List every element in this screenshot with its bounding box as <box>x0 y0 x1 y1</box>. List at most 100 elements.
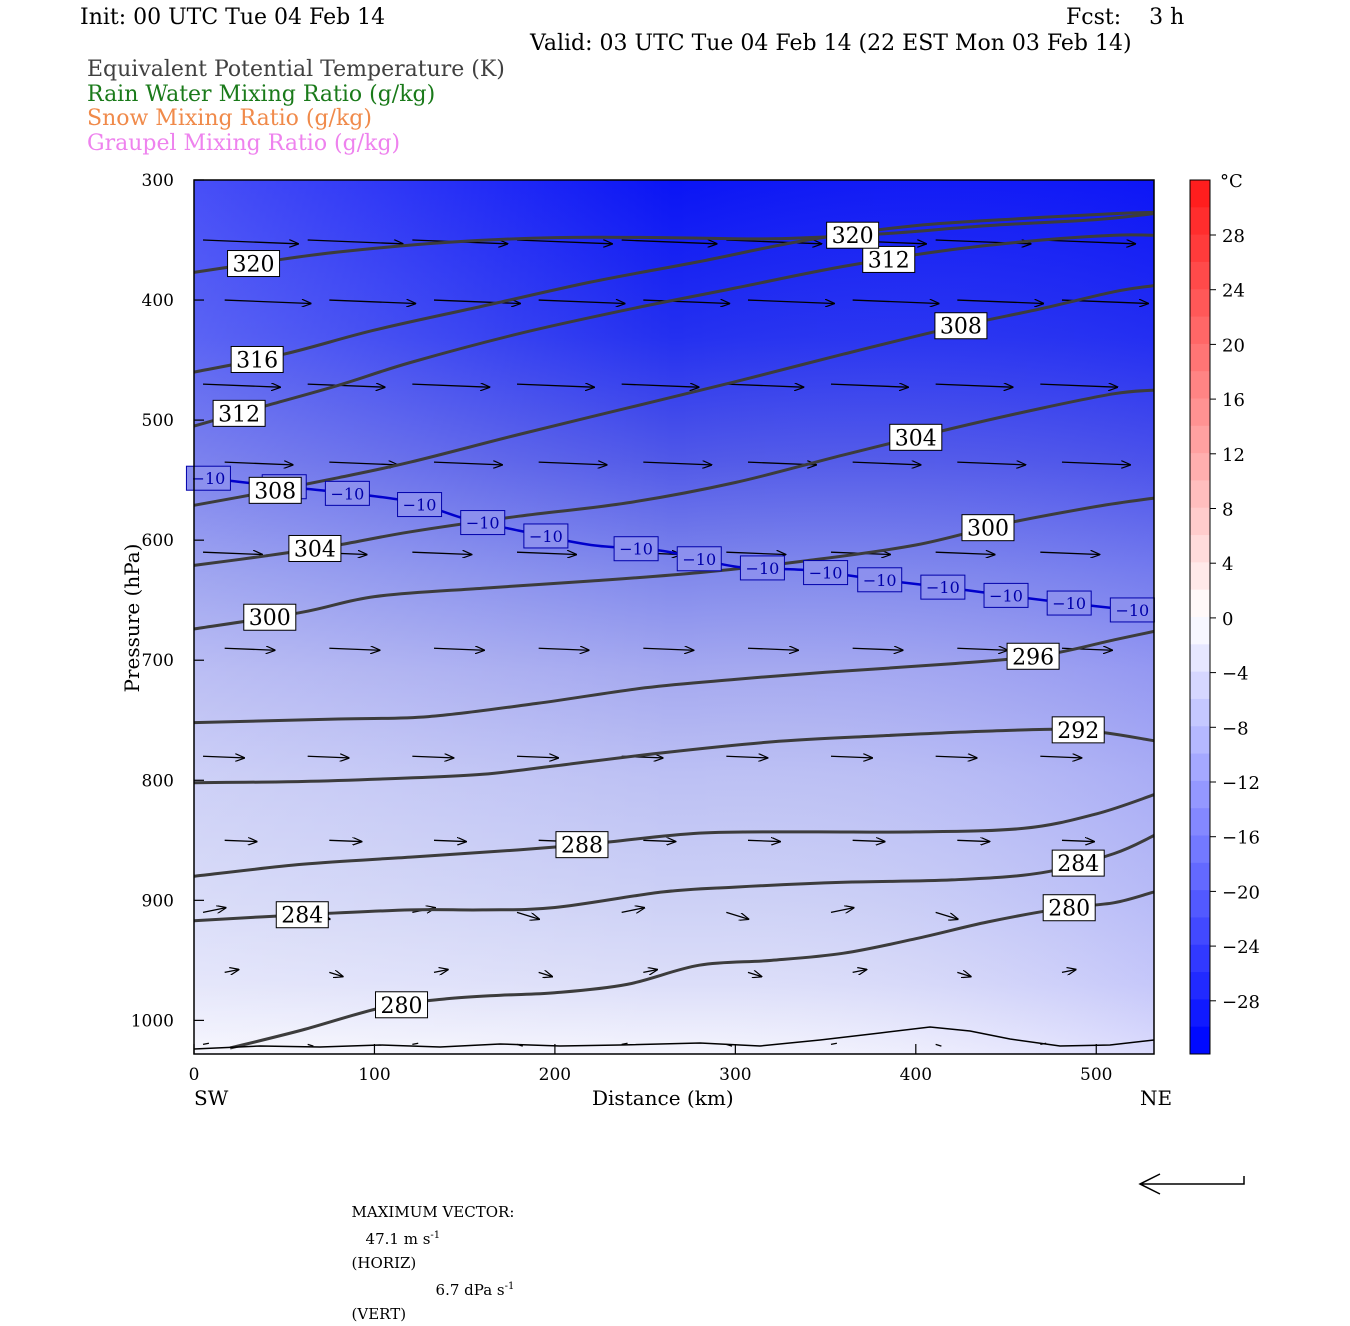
temp-label: −10 <box>466 514 500 533</box>
wind-vector <box>202 1042 210 1046</box>
temp-label-box <box>613 536 659 562</box>
contour-label-box <box>889 423 943 451</box>
temp-label: −10 <box>746 559 780 578</box>
contour-label-box <box>934 312 988 340</box>
terrain-line <box>193 1026 1155 1050</box>
contour-label-300: 300 <box>967 517 1009 542</box>
theta-e-contour-312 <box>193 233 1155 428</box>
colorbar-bin <box>1190 999 1210 1028</box>
colorbar-bin <box>1190 780 1210 809</box>
colorbar-bin <box>1190 371 1210 399</box>
cross-section-chart: −10 −10 −10 −10 −10 −10 −10 −10 −10 −10 −10 −10 −10 −… <box>131 171 1260 1195</box>
wind-vector <box>516 384 594 387</box>
wind-vector <box>621 384 699 387</box>
contour-label-box <box>1051 849 1105 877</box>
wind-vector <box>538 462 607 465</box>
contour-label-320: 320 <box>233 253 275 278</box>
contour-label-288: 288 <box>561 834 603 859</box>
x-tick-label: 0 <box>189 1065 200 1085</box>
contour-label-312: 312 <box>218 402 260 427</box>
wind-vector <box>307 239 403 244</box>
contour-label-280: 280 <box>381 994 423 1019</box>
contour-label-box <box>243 603 297 631</box>
temp-label-box <box>803 560 849 586</box>
colorbar-bin <box>1190 617 1210 645</box>
wind-vector <box>852 970 867 973</box>
colorbar-bin <box>1190 1026 1210 1055</box>
wind-vector <box>830 756 872 758</box>
theta-e-contour-288 <box>193 793 1155 878</box>
contour-label-box <box>248 476 302 504</box>
colorbar-bin <box>1190 316 1210 345</box>
wind-vector <box>412 384 489 387</box>
colorbar-bin <box>1190 480 1210 509</box>
colorbar-tick-label: 4 <box>1222 554 1233 575</box>
contour-label-box <box>227 250 281 278</box>
y-axis-label: Pressure (hPa) <box>120 543 144 693</box>
contour-label-box <box>275 901 329 929</box>
wind-vector <box>1061 840 1094 841</box>
wind-vector <box>538 972 552 976</box>
max-vector-horiz-tail: (HORIZ) <box>351 1254 417 1272</box>
temp-label: −10 <box>1115 601 1149 620</box>
colorbar-tick-label: −28 <box>1222 992 1260 1013</box>
colorbar-bin <box>1190 835 1210 864</box>
x-tick-label: 200 <box>539 1065 571 1085</box>
wind-vector <box>1040 239 1135 244</box>
colorbar-tick-label: 8 <box>1222 500 1233 521</box>
wind-vector <box>935 552 995 554</box>
temp-label-box <box>523 523 569 549</box>
temp-label-box <box>1046 590 1092 616</box>
x-tick-label: 400 <box>900 1065 932 1085</box>
temp-label: −10 <box>863 571 897 590</box>
max-vector-horiz-exp: -1 <box>430 1230 441 1241</box>
wind-vector <box>329 840 361 841</box>
temp-label: −10 <box>989 586 1023 605</box>
temp-label: −10 <box>1052 594 1086 613</box>
wind-vector <box>224 840 257 841</box>
wind-vector <box>1040 384 1117 387</box>
temp-label: −10 <box>331 484 365 503</box>
wind-vector <box>726 384 803 387</box>
contour-label-box <box>961 514 1015 542</box>
wind-vector <box>433 648 484 650</box>
wind-vector <box>224 970 239 973</box>
reference-vector-arrow <box>1138 1173 1245 1195</box>
wind-vector <box>516 239 612 244</box>
wind-vector <box>329 462 397 465</box>
y-tick-label: 700 <box>142 651 174 671</box>
contour-label-308: 308 <box>254 479 296 504</box>
colorbar-bin <box>1190 207 1210 236</box>
wind-vector <box>412 756 453 758</box>
contour-label-284: 284 <box>281 904 323 929</box>
wind-vector <box>957 300 1043 303</box>
colorbar-tick-label: 28 <box>1222 226 1245 247</box>
max-vector-prefix: MAXIMUM VECTOR: <box>351 1203 515 1221</box>
theta-e-contour-320 <box>193 212 1155 274</box>
wind-vector <box>643 462 711 465</box>
contour-label-300: 300 <box>249 606 291 631</box>
forecast-hour: Fcst: 3 h <box>1066 5 1185 30</box>
colorbar-tick-label: −8 <box>1222 718 1249 739</box>
contour-label-280: 280 <box>1048 897 1090 922</box>
wind-vector <box>957 840 989 841</box>
temp-label: −10 <box>403 496 437 515</box>
colorbar-bin <box>1190 398 1210 427</box>
colorbar-tick-label: −16 <box>1222 828 1260 849</box>
colorbar-bin <box>1190 944 1210 973</box>
legend-field-1: Rain Water Mixing Ratio (g/kg) <box>87 81 436 107</box>
colorbar-bin <box>1190 808 1210 836</box>
colorbar-frame <box>1189 179 1211 1055</box>
contour-label-284: 284 <box>1057 852 1099 877</box>
colorbar-bin <box>1190 917 1210 946</box>
contour-label-304: 304 <box>895 426 937 451</box>
wind-vector <box>224 462 293 465</box>
wind-vector <box>412 1042 419 1046</box>
wind-vector <box>538 300 625 303</box>
contour-label-box <box>1042 894 1096 922</box>
legend-field-0: Equivalent Potential Temperature (K) <box>87 57 505 82</box>
y-tick-label: 500 <box>142 411 174 431</box>
wind-vector <box>747 648 798 650</box>
wind-vector <box>433 462 502 465</box>
contour-label-box <box>555 831 609 859</box>
